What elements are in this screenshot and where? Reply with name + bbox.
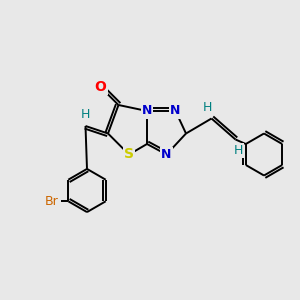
Text: H: H bbox=[202, 100, 212, 114]
Text: H: H bbox=[234, 144, 243, 158]
Text: O: O bbox=[94, 80, 106, 94]
Text: Br: Br bbox=[45, 195, 59, 208]
Text: N: N bbox=[161, 148, 172, 161]
Text: H: H bbox=[81, 108, 90, 121]
Text: S: S bbox=[124, 148, 134, 161]
Text: N: N bbox=[170, 104, 181, 118]
Text: N: N bbox=[142, 104, 152, 118]
